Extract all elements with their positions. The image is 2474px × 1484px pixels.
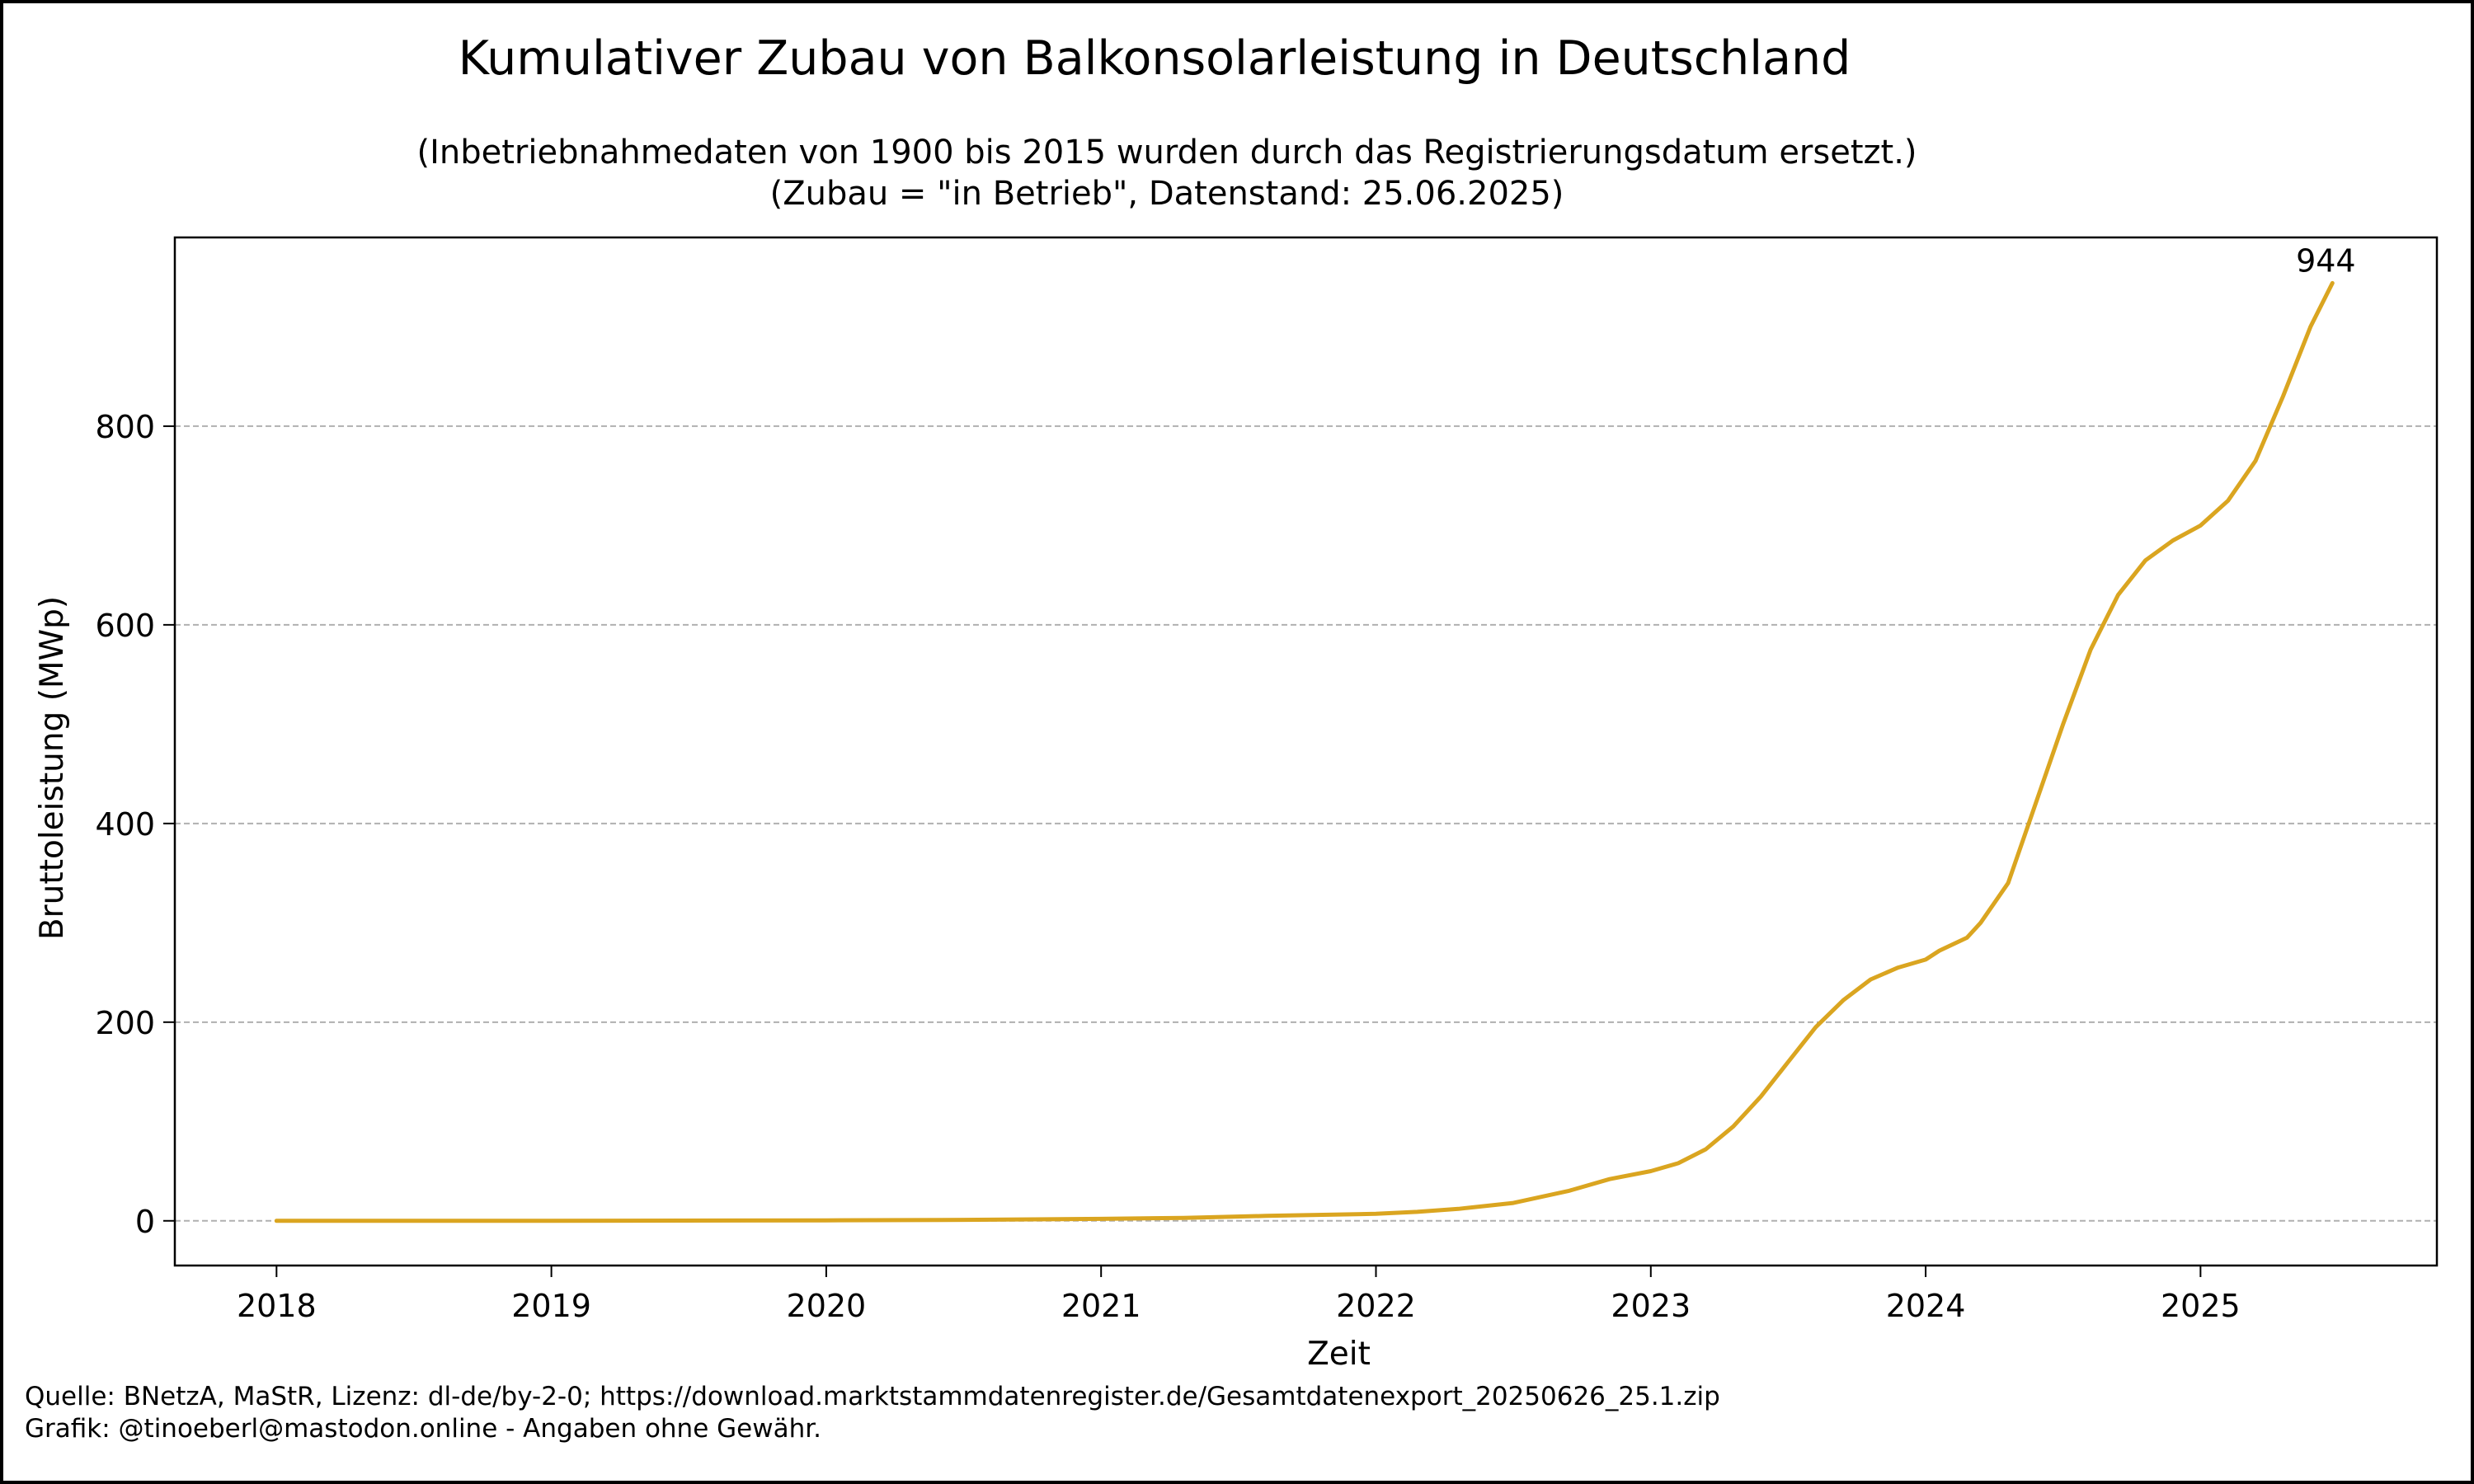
series-line xyxy=(274,280,2335,1223)
x-axis-label: Zeit xyxy=(1307,1336,1371,1373)
source-note: Quelle: BNetzA, MaStR, Lizenz: dl-de/by-… xyxy=(25,1382,1720,1411)
chart-title: Kumulativer Zubau von Balkonsolarleistun… xyxy=(458,31,1851,86)
x-tick-label: 2020 xyxy=(787,1288,867,1324)
plot-area-frame xyxy=(173,236,2439,1267)
y-tick-label: 800 xyxy=(95,409,155,445)
y-axis-label: Bruttoleistung (MWp) xyxy=(34,596,71,940)
x-tick-label: 2024 xyxy=(1886,1288,1966,1324)
x-tick-label: 2023 xyxy=(1611,1288,1691,1324)
x-tick-label: 2018 xyxy=(237,1288,317,1324)
y-tick-label: 400 xyxy=(95,806,155,843)
credit-note: Grafik: @tinoeberl@mastodon.online - Ang… xyxy=(25,1414,821,1444)
y-tick-label: 0 xyxy=(135,1204,155,1240)
x-tick-label: 2021 xyxy=(1061,1288,1141,1324)
y-tick-label: 600 xyxy=(95,608,155,644)
end-value-label: 944 xyxy=(2296,242,2356,279)
y-tick-label: 200 xyxy=(95,1005,155,1041)
x-tick-label: 2022 xyxy=(1336,1288,1416,1324)
subtitle-line-1: (Inbetriebnahmedaten von 1900 bis 2015 w… xyxy=(416,134,1917,171)
subtitle-line-2: (Zubau = "in Betrieb", Datenstand: 25.06… xyxy=(769,175,1564,213)
x-tick-label: 2019 xyxy=(511,1288,591,1324)
x-tick-label: 2025 xyxy=(2161,1288,2241,1324)
chart-footer: Quelle: BNetzA, MaStR, Lizenz: dl-de/by-… xyxy=(25,1381,1720,1445)
chart-subtitle: (Inbetriebnahmedaten von 1900 bis 2015 w… xyxy=(0,132,2474,214)
